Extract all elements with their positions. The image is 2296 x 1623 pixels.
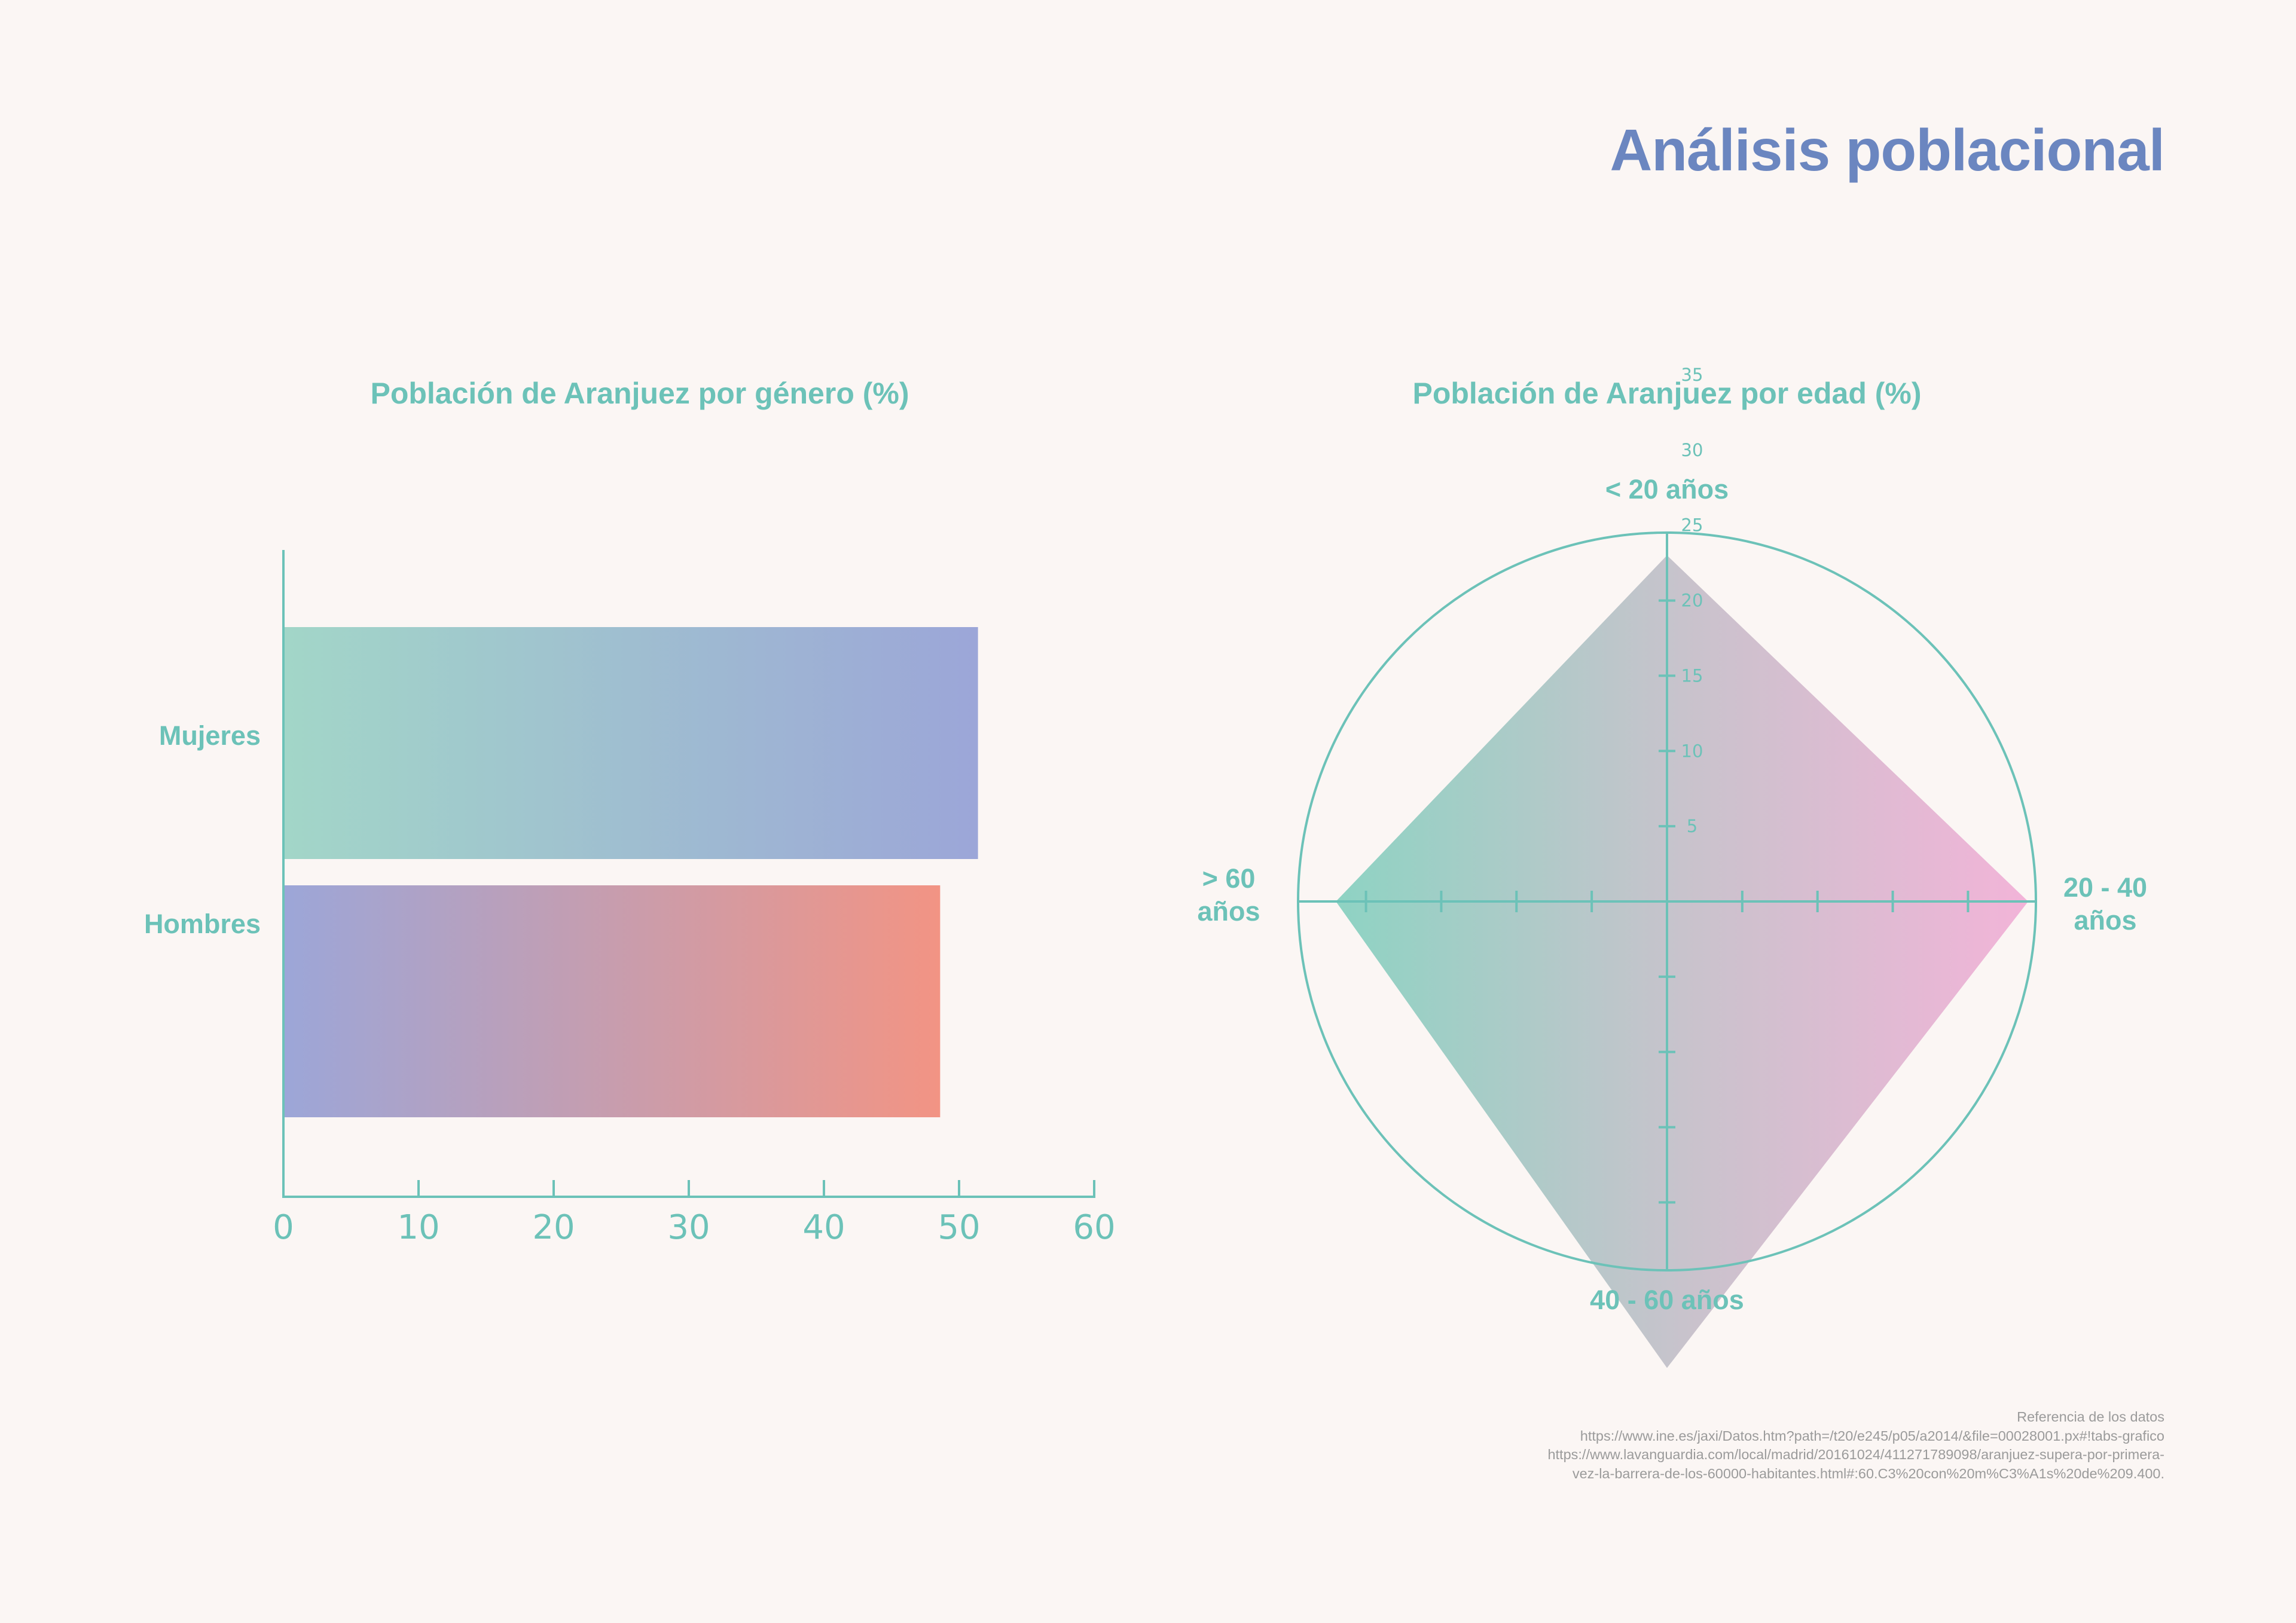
radar-tick-label: 25 — [1681, 515, 1703, 536]
x-tick-label: 50 — [938, 1208, 980, 1247]
radar-tick-label: 10 — [1681, 741, 1703, 761]
x-tick-label: 0 — [273, 1208, 294, 1247]
bar-label-hombres: Hombres — [144, 909, 261, 939]
reference-link-ine[interactable]: https://www.ine.es/jaxi/Datos.htm?path=/… — [1580, 1428, 2164, 1444]
bar-chart-gender: Población de Aranjuez por género (%) Muj… — [144, 377, 1116, 1247]
x-tick-label: 20 — [532, 1208, 575, 1247]
bar-label-mujeres: Mujeres — [159, 720, 261, 751]
radar-tick-label: 30 — [1681, 440, 1703, 460]
reference-link-lavanguardia-1[interactable]: https://www.lavanguardia.com/local/madri… — [1547, 1447, 2164, 1462]
radar-tick-label: 5 — [1687, 816, 1697, 836]
x-tick-label: 10 — [397, 1208, 439, 1247]
x-tick-label: 30 — [667, 1208, 710, 1247]
radar-tick-label: 20 — [1681, 591, 1703, 611]
x-tick-label: 60 — [1073, 1208, 1115, 1247]
radar-axis-label-3: > 60 años — [1197, 863, 1260, 927]
radar-axis-label-0: < 20 años — [1605, 474, 1729, 505]
reference-link-lavanguardia-2[interactable]: vez-la-barrera-de-los-60000-habitantes.h… — [1572, 1465, 2164, 1481]
radar-axis-label-1: 20 - 40 años — [2063, 872, 2147, 936]
bar-hombres — [283, 885, 941, 1117]
bar-chart-title: Población de Aranjuez por género (%) — [370, 377, 909, 410]
radar-tick-label: 15 — [1681, 665, 1703, 686]
bar-mujeres — [283, 627, 978, 859]
radar-axis-label-2: 40 - 60 años — [1590, 1285, 1744, 1315]
radar-area — [1336, 555, 2029, 1368]
radar-chart-age: Población de Aranjuez por edad (%) 5 10 15… — [1197, 365, 2147, 1368]
radar-tick-label: 35 — [1681, 365, 1703, 385]
x-tick-label: 40 — [802, 1208, 845, 1247]
data-references: Referencia de los datos https://www.ine.… — [1547, 1408, 2164, 1483]
references-heading: Referencia de los datos — [2017, 1409, 2164, 1425]
radar-chart-title: Población de Aranjuez por edad (%) — [1412, 377, 1921, 410]
page-title: Análisis poblacional — [1610, 117, 2165, 183]
